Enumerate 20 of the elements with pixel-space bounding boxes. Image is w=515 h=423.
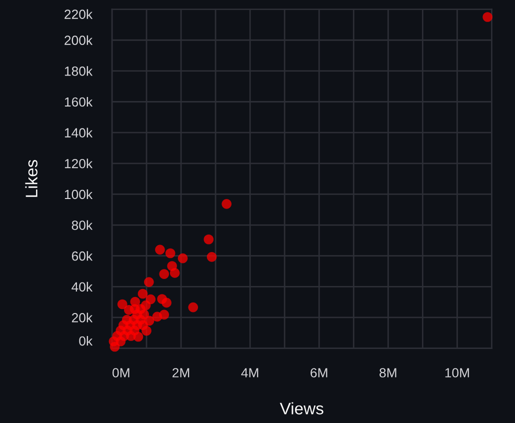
y-axis-title: Likes — [25, 160, 38, 197]
x-tick-label: 4M — [241, 368, 258, 378]
y-tick-label: 120k — [64, 158, 93, 168]
y-tick-label: 0k — [79, 336, 93, 346]
x-tick-label: 10M — [445, 368, 469, 378]
y-tick-label: 100k — [64, 189, 93, 200]
x-tick-label: 0M — [112, 368, 130, 378]
x-tick-label: 6M — [310, 368, 328, 378]
y-tick-label: 80k — [72, 220, 93, 230]
x-tick-label: 8M — [380, 368, 396, 378]
x-tick-label: 2M — [172, 368, 190, 378]
y-tick-label: 160k — [64, 96, 93, 107]
y-tick-label: 40k — [72, 282, 93, 292]
y-tick-label: 200k — [64, 35, 93, 46]
y-tick-label: 220k — [64, 9, 93, 19]
y-tick-label: 180k — [64, 66, 93, 76]
y-tick-label: 140k — [64, 128, 93, 138]
y-tick-label: 20k — [72, 312, 93, 322]
y-tick-label: 60k — [72, 251, 93, 261]
x-axis-title: Views — [280, 402, 324, 414]
